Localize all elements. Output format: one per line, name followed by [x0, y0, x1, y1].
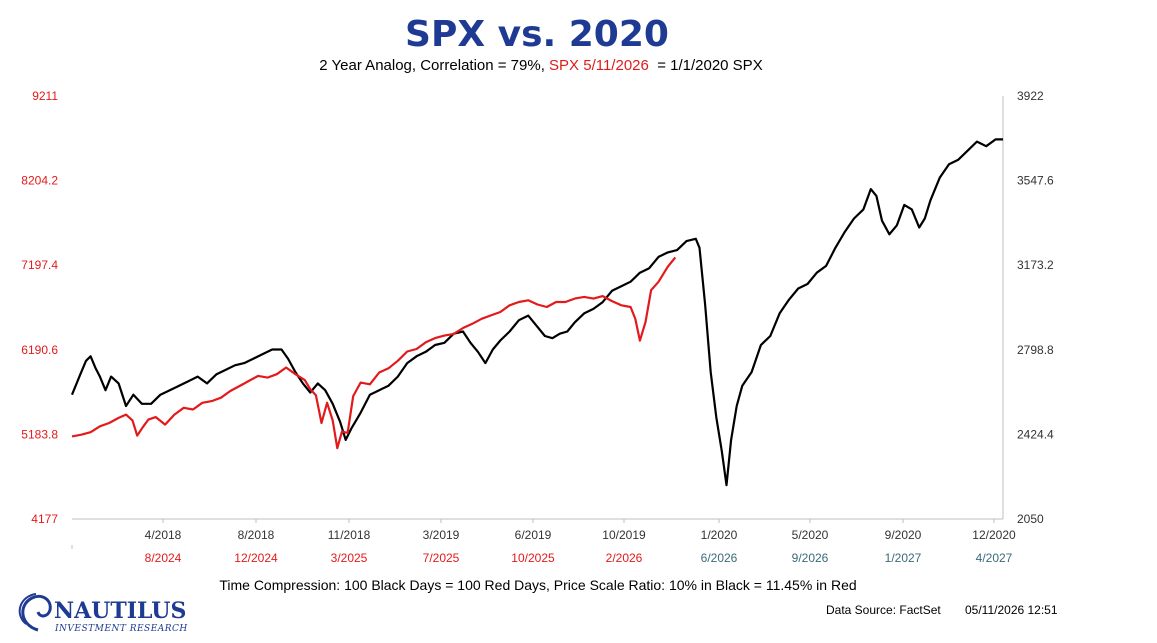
x-tick-label-bottom: 2/2026	[606, 551, 643, 565]
left-tick-label: 4177	[31, 512, 58, 526]
left-tick-label: 5183.8	[21, 427, 58, 441]
x-tick-label-top: 8/2018	[238, 528, 275, 542]
red-series-line	[71, 256, 677, 450]
footnote: Time Compression: 100 Black Days = 100 R…	[219, 577, 856, 593]
nautilus-logo: NAUTILUS INVESTMENT RESEARCH	[18, 593, 188, 634]
logo-name: NAUTILUS	[54, 598, 186, 624]
right-tick-label: 2424.4	[1017, 427, 1054, 441]
x-tick-label-top: 5/2020	[792, 528, 829, 542]
x-ticks-bottom: 8/2024 12/2024 3/2025 7/2025 10/2025 2/2026 6/…	[145, 551, 1013, 565]
right-tick-label: 3922	[1017, 89, 1044, 103]
right-axis: 3922 3547.6 3173.2 2798.8 2424.4 2050	[1002, 89, 1054, 526]
x-tick-label-top: 3/2019	[423, 528, 460, 542]
left-tick-label: 9211	[32, 89, 58, 103]
right-tick-label: 3173.2	[1017, 258, 1054, 272]
x-tick-label-bottom: 7/2025	[423, 551, 460, 565]
right-tick-label: 2050	[1017, 512, 1044, 526]
left-tick-label: 8204.2	[21, 174, 58, 188]
chart-title: SPX vs. 2020	[405, 14, 669, 55]
plot-area	[70, 138, 1003, 487]
subtitle-part-red: SPX 5/11/2026	[549, 57, 649, 74]
x-tick-label-top: 6/2019	[515, 528, 552, 542]
x-tick-label-bottom: 9/2026	[792, 551, 829, 565]
left-axis: 9211 8204.2 7197.4 6190.6 5183.8 4177	[21, 89, 58, 526]
x-tick-label-bottom: 1/2027	[885, 551, 922, 565]
x-tick-label-top: 9/2020	[885, 528, 922, 542]
right-tick-label: 3547.6	[1017, 174, 1054, 188]
x-tick-label-bottom: 6/2026	[701, 551, 738, 565]
logo-tagline: INVESTMENT RESEARCH	[54, 624, 188, 634]
nautilus-shell-icon	[18, 593, 52, 632]
left-tick-label: 7197.4	[21, 258, 58, 272]
left-tick-label: 6190.6	[21, 343, 58, 357]
black-series-line	[70, 138, 1003, 487]
x-ticks-top: 4/2018 8/2018 11/2018 3/2019 6/2019 10/2019 1/…	[71, 519, 1016, 549]
chart-subtitle: 2 Year Analog, Correlation = 79%, SPX 5/…	[319, 57, 762, 74]
x-tick-label-top: 4/2018	[145, 528, 182, 542]
timestamp: 05/11/2026 12:51	[965, 603, 1058, 617]
x-tick-label-top: 10/2019	[602, 528, 646, 542]
x-tick-label-bottom: 12/2024	[234, 551, 278, 565]
data-source: Data Source: FactSet	[826, 603, 941, 617]
x-tick-label-bottom: 4/2027	[976, 551, 1013, 565]
x-tick-label-top: 1/2020	[701, 528, 738, 542]
right-tick-label: 2798.8	[1017, 343, 1054, 357]
x-tick-label-top: 12/2020	[972, 528, 1016, 542]
x-tick-label-bottom: 3/2025	[331, 551, 368, 565]
x-tick-label-bottom: 8/2024	[145, 551, 182, 565]
x-tick-label-top: 11/2018	[328, 528, 371, 542]
x-tick-label-bottom: 10/2025	[511, 551, 555, 565]
subtitle-part-b: = 1/1/2020 SPX	[649, 57, 763, 74]
subtitle-part-a: 2 Year Analog, Correlation = 79%,	[319, 57, 549, 74]
